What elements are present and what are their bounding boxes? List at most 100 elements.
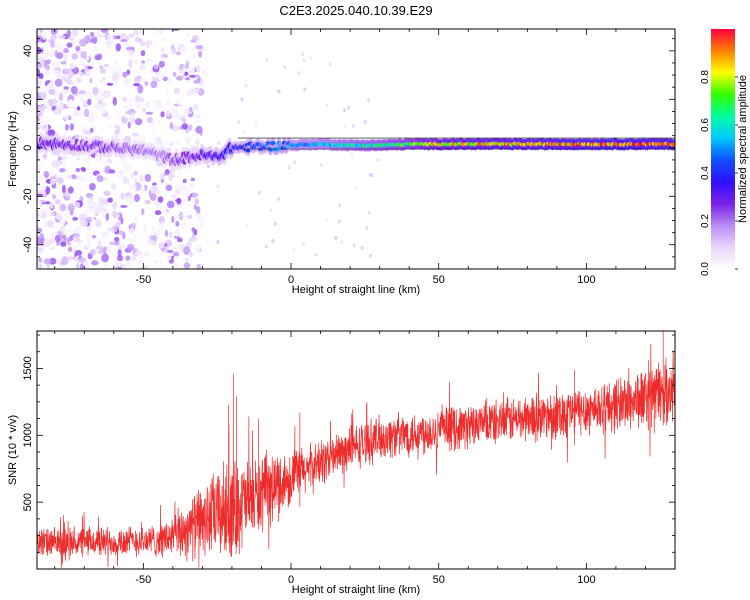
heatmap-noise-blob (128, 49, 135, 58)
heatmap-noise-blob (37, 35, 40, 43)
heatmap-noise-blob (184, 79, 191, 84)
heatmap-noise-blob (191, 192, 199, 198)
heatmap-noise-blob (49, 257, 57, 265)
heatmap-noise-blob (159, 181, 166, 186)
heatmap-noise-blob (72, 234, 80, 243)
heatmap-noise-blob (198, 50, 203, 58)
heatmap-noise-blob (39, 177, 46, 186)
heatmap-noise-blob (128, 200, 133, 205)
y-tick-label: 0 (22, 145, 34, 151)
heatmap-noise-blob (314, 252, 318, 257)
colorbar-tick-label: 0.4 (700, 166, 711, 180)
heatmap-noise-blob (106, 115, 112, 120)
heatmap-noise-blob (174, 140, 182, 145)
heatmap-noise-blob (157, 117, 162, 126)
heatmap-noise-blob (37, 200, 42, 207)
heatmap-noise-blob (103, 190, 110, 196)
heatmap-noise-blob (176, 75, 183, 81)
snr-ylabel: SNR (10 * v/v) (7, 415, 19, 485)
heatmap-noise-blob (55, 39, 59, 49)
heatmap-noise-blob (319, 162, 323, 167)
heatmap-noise-blob (245, 224, 249, 228)
heatmap-noise-blob (175, 97, 180, 103)
heatmap-noise-blob (139, 78, 147, 83)
snr-xlabel: Height of straight line (km) (292, 584, 420, 596)
heatmap-noise-blob (244, 83, 248, 88)
heatmap-noise-blob (43, 170, 50, 178)
heatmap-noise-blob (112, 201, 118, 210)
heatmap-noise-blob (150, 70, 154, 74)
heatmap-noise-blob (96, 175, 104, 183)
heatmap-noise-blob (52, 109, 61, 115)
heatmap-noise-blob (175, 229, 180, 237)
heatmap-noise-blob (65, 212, 71, 219)
heatmap-noise-blob (71, 174, 77, 180)
x-tick-label: -50 (135, 274, 151, 286)
heatmap-noise-blob (91, 36, 98, 41)
heatmap-noise-blob (105, 247, 113, 255)
heatmap-noise-blob (115, 43, 122, 52)
heatmap-noise-blob (88, 175, 93, 180)
heatmap-noise-blob (363, 119, 367, 124)
heatmap-noise-blob (43, 238, 51, 247)
heatmap-noise-blob (134, 37, 140, 43)
heatmap-noise-blob (168, 76, 172, 85)
heatmap-noise-blob (258, 190, 262, 195)
heatmap-noise-blob (122, 71, 128, 78)
heatmap-noise-blob (147, 170, 154, 175)
heatmap-noise-blob (75, 262, 80, 269)
heatmap-noise-blob (115, 35, 122, 40)
heatmap-noise-blob (240, 97, 244, 102)
heatmap-noise-blob (153, 99, 162, 104)
snr-series-line (37, 331, 675, 568)
heatmap-noise-blob (133, 215, 139, 223)
heatmap-noise-blob (162, 35, 166, 42)
heatmap-noise-blob (79, 263, 84, 269)
x-tick-label: 50 (433, 274, 445, 286)
heatmap-noise-blob (128, 98, 132, 107)
spectrogram-axes: -50 0 50 100 -40 -20 0 20 40 (22, 29, 676, 286)
heatmap-noise-blob (139, 174, 144, 182)
heatmap-noise-blob (44, 124, 49, 132)
heatmap-noise-blob (170, 194, 177, 199)
heatmap-noise-blob (114, 236, 120, 242)
heatmap-noise-blob (237, 120, 241, 125)
heatmap-noise-blob (75, 167, 81, 173)
heatmap-noise-blob (163, 139, 170, 145)
heatmap-noise-blob (205, 238, 209, 243)
heatmap-noise-blob (91, 111, 95, 121)
spectrogram-panel: -50 0 50 100 -40 -20 0 20 40 Height of straight … (7, 28, 676, 296)
heatmap-noise-blob (75, 45, 81, 52)
heatmap-noise-blob (91, 235, 97, 239)
heatmap-noise-blob (40, 184, 47, 191)
heatmap-noise-blob (92, 86, 99, 96)
heatmap-noise-blob (78, 93, 85, 102)
heatmap-noise-blob (190, 177, 196, 182)
heatmap-noise-blob (144, 199, 151, 205)
heatmap-noise-blob (125, 260, 132, 266)
heatmap-noise-blob (129, 172, 135, 179)
heatmap-noise-blob (133, 233, 138, 242)
heatmap-noise-blob (79, 71, 84, 76)
heatmap-noise-blob (37, 91, 40, 96)
heatmap-noise-blob (78, 214, 86, 222)
spectrogram-frame (36, 28, 676, 270)
heatmap-noise-blob (121, 158, 127, 166)
heatmap-noise-blob (140, 50, 146, 57)
heatmap-noise-blob (154, 210, 162, 216)
heatmap-noise-blob (128, 33, 135, 38)
heatmap-noise-blob (127, 121, 131, 129)
heatmap-noise-blob (102, 262, 108, 269)
heatmap-noise-blob (110, 220, 116, 227)
heatmap-noise-blob (338, 203, 342, 208)
heatmap-noise-blob (38, 72, 44, 80)
heatmap-noise-blob (172, 71, 177, 78)
heatmap-noise-blob (37, 261, 41, 268)
heatmap-noise-blob (160, 172, 165, 181)
heatmap-noise-blob (95, 97, 99, 105)
heatmap-noise-blob (66, 229, 74, 234)
heatmap-noise-blob (133, 170, 138, 176)
colorbar-ticks: 0.0 0.2 0.4 0.6 0.8 (700, 70, 738, 276)
heatmap-noise-blob (37, 29, 41, 36)
heatmap-noise-blob (99, 68, 107, 74)
